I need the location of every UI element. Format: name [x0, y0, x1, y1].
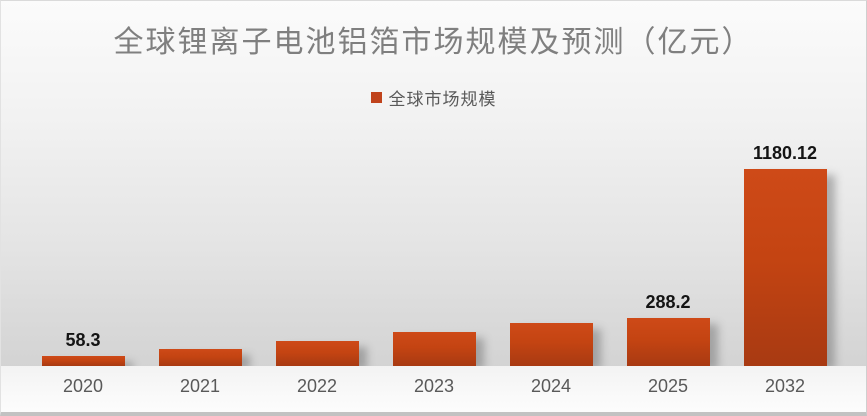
x-axis-tick-label: 2032: [764, 376, 806, 396]
bar: [158, 348, 242, 366]
x-axis-tick-label: 2020: [62, 376, 104, 396]
x-axis-tick-label: 2022: [296, 376, 338, 396]
x-axis-tick-label: 2023: [413, 376, 455, 396]
legend-marker-icon: [370, 92, 382, 103]
data-label: 58.3: [65, 330, 101, 351]
legend: 全球市场规模: [1, 85, 866, 110]
chart-title: 全球锂离子电池铝箔市场规模及预测（亿元）: [113, 25, 754, 60]
x-axis-labels: 2020 2021 2022 2023 2024 2025 2032: [1, 366, 866, 412]
legend-label: 全球市场规模: [388, 90, 497, 110]
bar: [626, 317, 710, 366]
data-label: 288.2: [645, 291, 691, 312]
x-axis-tick-label: 2024: [530, 376, 572, 396]
bar: [275, 340, 359, 366]
x-axis-tick-label: 2021: [179, 376, 221, 396]
bar: [743, 168, 827, 366]
data-label: 1180.12: [752, 142, 818, 163]
bar: [41, 356, 125, 366]
bar: [392, 331, 476, 366]
x-axis-tick-label: 2025: [647, 376, 689, 396]
bar: [509, 323, 593, 366]
